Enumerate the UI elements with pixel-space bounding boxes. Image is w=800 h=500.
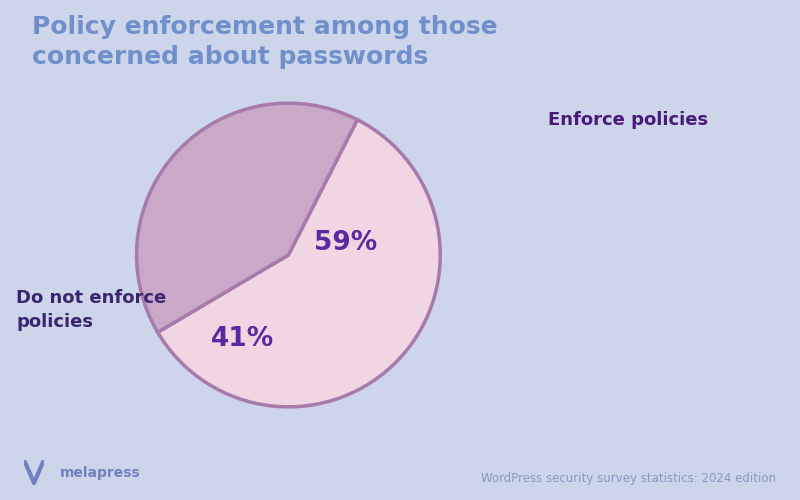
Text: 41%: 41% bbox=[211, 326, 274, 351]
Wedge shape bbox=[137, 103, 358, 332]
Wedge shape bbox=[158, 120, 440, 407]
Text: Do not enforce
policies: Do not enforce policies bbox=[16, 289, 166, 331]
Text: WordPress security survey statistics: 2024 edition: WordPress security survey statistics: 20… bbox=[481, 472, 776, 485]
Text: 59%: 59% bbox=[314, 230, 378, 256]
Text: melapress: melapress bbox=[60, 466, 141, 479]
Text: Enforce policies: Enforce policies bbox=[548, 111, 708, 129]
Text: Policy enforcement among those
concerned about passwords: Policy enforcement among those concerned… bbox=[32, 15, 498, 68]
